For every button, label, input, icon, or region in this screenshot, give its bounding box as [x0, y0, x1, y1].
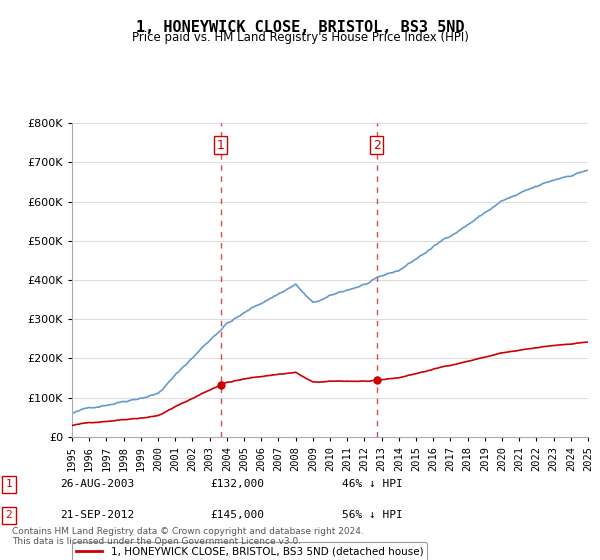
Text: 56% ↓ HPI: 56% ↓ HPI	[342, 510, 403, 520]
Text: 26-AUG-2003: 26-AUG-2003	[60, 479, 134, 489]
Text: £145,000: £145,000	[210, 510, 264, 520]
Text: 21-SEP-2012: 21-SEP-2012	[60, 510, 134, 520]
Text: £132,000: £132,000	[210, 479, 264, 489]
Text: Contains HM Land Registry data © Crown copyright and database right 2024.
This d: Contains HM Land Registry data © Crown c…	[12, 526, 364, 546]
Legend: 1, HONEYWICK CLOSE, BRISTOL, BS3 5ND (detached house), HPI: Average price, detac: 1, HONEYWICK CLOSE, BRISTOL, BS3 5ND (de…	[72, 543, 427, 560]
Text: 46% ↓ HPI: 46% ↓ HPI	[342, 479, 403, 489]
Text: 2: 2	[5, 510, 13, 520]
Text: 2: 2	[373, 139, 381, 152]
Text: 1: 1	[217, 139, 225, 152]
Text: Price paid vs. HM Land Registry's House Price Index (HPI): Price paid vs. HM Land Registry's House …	[131, 31, 469, 44]
Text: 1: 1	[5, 479, 13, 489]
Text: 1, HONEYWICK CLOSE, BRISTOL, BS3 5ND: 1, HONEYWICK CLOSE, BRISTOL, BS3 5ND	[136, 20, 464, 35]
